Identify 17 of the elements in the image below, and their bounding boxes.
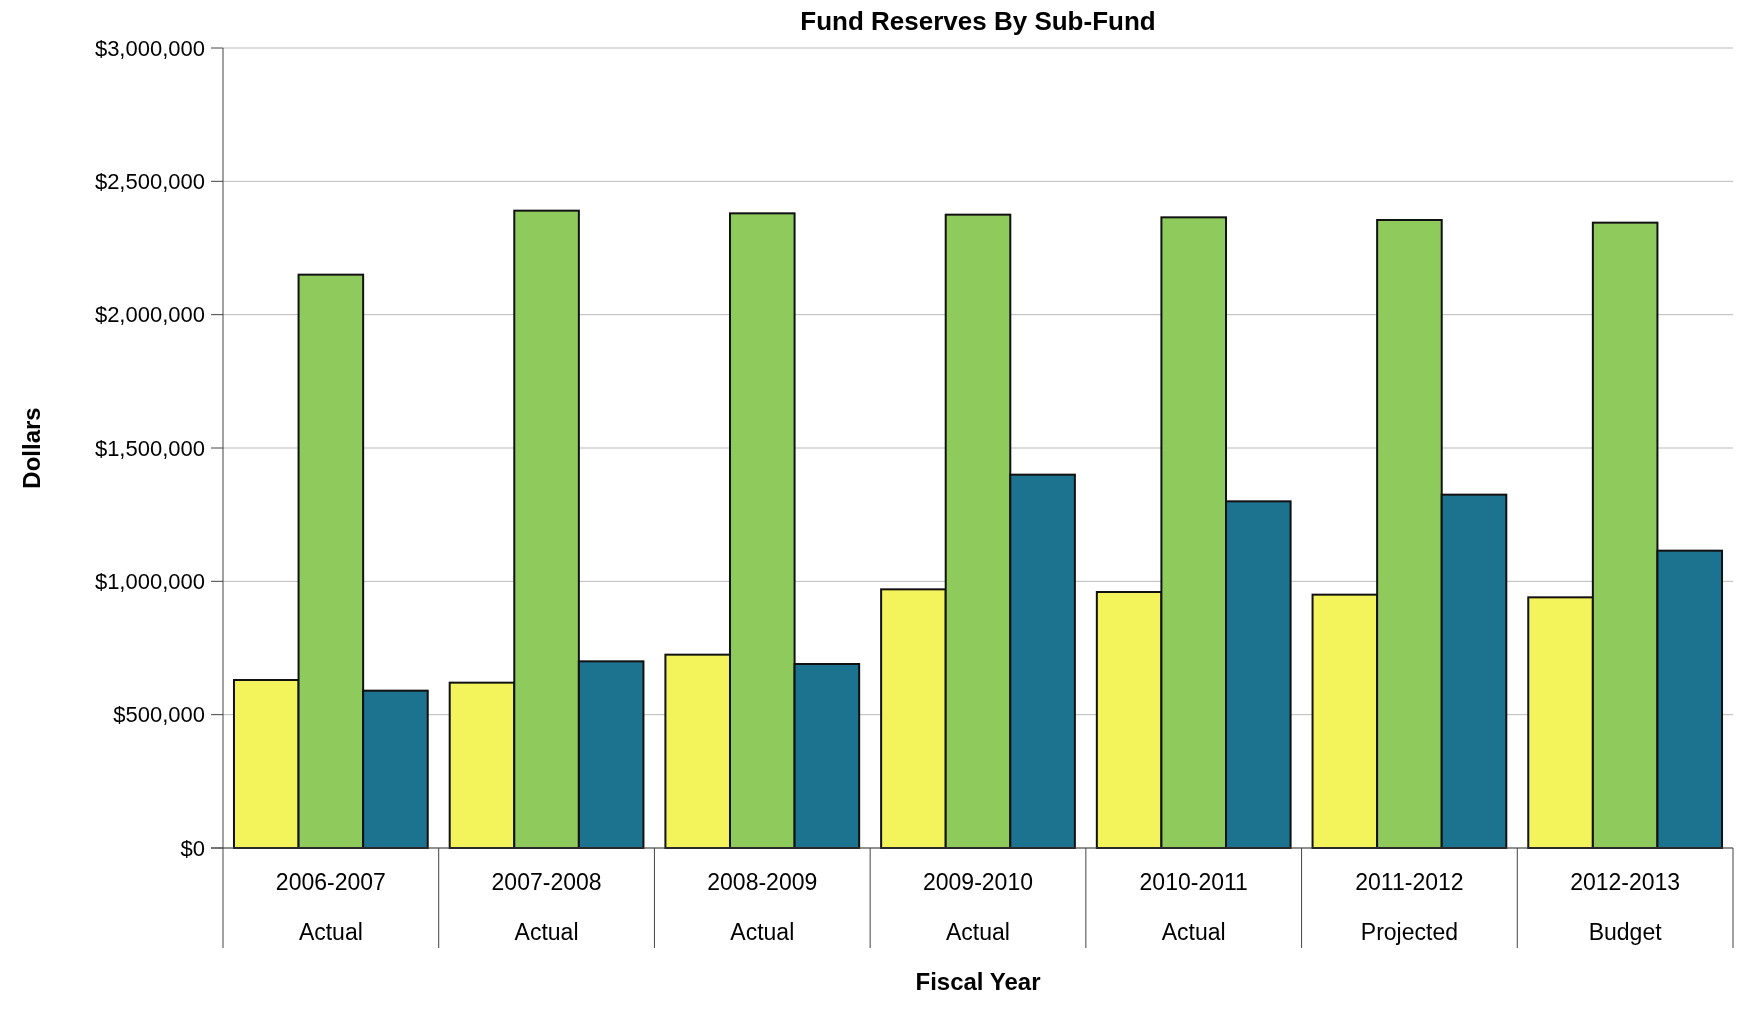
x-tick-label: 2006-2007 Actual <box>275 869 386 945</box>
x-tick-label: 2009-2010 Actual <box>923 869 1033 945</box>
chart-title: Fund Reserves By Sub-Fund <box>800 6 1156 36</box>
y-tick-label: $1,500,000 <box>94 435 205 461</box>
y-axis-title: Dollars <box>18 407 45 489</box>
y-tick-label: $500,000 <box>113 702 205 728</box>
y-tick-label: $2,500,000 <box>94 169 205 195</box>
y-tick-label: $1,000,000 <box>94 569 205 595</box>
x-tick-label: 2008-2009 Actual <box>707 869 818 945</box>
x-axis-title: Fiscal Year <box>915 968 1041 995</box>
y-tick-label: $0 <box>180 835 205 861</box>
x-tick-label: 2012-2013 Budget <box>1570 869 1681 945</box>
x-tick-label: 2011-2012 Projected <box>1355 869 1464 945</box>
x-tick-label: 2010-2011 Actual <box>1139 869 1248 945</box>
x-tick-label: 2007-2008 Actual <box>491 869 602 945</box>
y-tick-label: $3,000,000 <box>94 35 205 61</box>
y-tick-label: $2,000,000 <box>94 302 205 328</box>
